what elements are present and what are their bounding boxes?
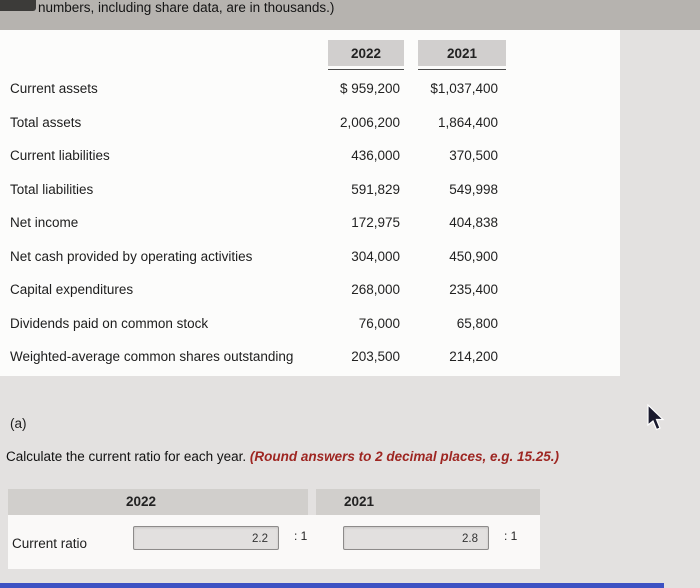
row-label: Capital expenditures xyxy=(10,282,134,298)
header-underline-2021 xyxy=(418,69,506,70)
header-underline-2022 xyxy=(328,69,404,70)
column-header-2022: 2022 xyxy=(328,40,404,66)
ratio-suffix-2021: : 1 xyxy=(504,529,518,543)
answer-header-2021-label: 2021 xyxy=(344,494,375,509)
value-2022: 172,975 xyxy=(351,215,400,231)
table-row: Net cash provided by operating activitie… xyxy=(0,240,620,274)
table-row: Current liabilities 436,000 370,500 xyxy=(0,139,620,173)
value-2022: 268,000 xyxy=(351,282,400,298)
financial-table-rows: Current assets $ 959,200 $1,037,400 Tota… xyxy=(0,72,620,374)
part-a-label: (a) xyxy=(10,416,27,431)
table-row: Total assets 2,006,200 1,864,400 xyxy=(0,106,620,140)
current-ratio-2021-input[interactable] xyxy=(343,526,489,550)
value-2022: 591,829 xyxy=(351,181,400,197)
value-2021: 214,200 xyxy=(449,349,498,365)
row-label: Current liabilities xyxy=(10,148,110,164)
answer-header-2022: 2022 xyxy=(8,489,308,515)
value-2021: $1,037,400 xyxy=(430,81,498,97)
financial-data-panel: 2022 2021 Current assets $ 959,200 $1,03… xyxy=(0,30,620,376)
value-2021: 549,998 xyxy=(449,181,498,197)
row-label: Net cash provided by operating activitie… xyxy=(10,248,253,264)
current-ratio-2022-input[interactable] xyxy=(133,526,279,550)
mouse-cursor-icon xyxy=(647,404,665,431)
value-2021: 450,900 xyxy=(449,248,498,264)
row-label: Weighted-average common shares outstandi… xyxy=(10,349,294,365)
row-label: Dividends paid on common stock xyxy=(10,315,209,331)
row-label: Total assets xyxy=(10,114,82,130)
row-label: Net income xyxy=(10,215,79,231)
value-2021: 404,838 xyxy=(449,215,498,231)
value-2022: 2,006,200 xyxy=(339,114,400,130)
units-note: numbers, including share data, are in th… xyxy=(38,0,335,15)
ratio-suffix-2022: : 1 xyxy=(294,529,308,543)
value-2022: $ 959,200 xyxy=(339,81,400,97)
bottom-accent-bar xyxy=(0,583,664,588)
value-2022: 203,500 xyxy=(351,349,400,365)
value-2021: 235,400 xyxy=(449,282,498,298)
value-2022: 304,000 xyxy=(351,248,400,264)
table-row: Net income 172,975 404,838 xyxy=(0,206,620,240)
rounding-instruction: (Round answers to 2 decimal places, e.g.… xyxy=(249,449,559,464)
top-clipped-strip: numbers, including share data, are in th… xyxy=(0,0,700,30)
question-main: Calculate the current ratio for each yea… xyxy=(6,449,250,464)
column-header-2021: 2021 xyxy=(418,40,506,66)
question-text: Calculate the current ratio for each yea… xyxy=(6,449,559,464)
value-2022: 76,000 xyxy=(358,315,400,331)
clipped-text-fragment xyxy=(0,0,36,11)
table-row: Weighted-average common shares outstandi… xyxy=(0,340,620,374)
row-label: Current assets xyxy=(10,81,98,97)
value-2021: 1,864,400 xyxy=(437,114,498,130)
table-row: Total liabilities 591,829 549,998 xyxy=(0,173,620,207)
value-2021: 370,500 xyxy=(449,148,498,164)
table-row: Dividends paid on common stock 76,000 65… xyxy=(0,307,620,341)
answer-header-2021: 2021 xyxy=(316,489,540,515)
table-row: Current assets $ 959,200 $1,037,400 xyxy=(0,72,620,106)
value-2022: 436,000 xyxy=(351,148,400,164)
answer-header-2022-label: 2022 xyxy=(126,494,157,509)
value-2021: 65,800 xyxy=(456,315,498,331)
row-label: Total liabilities xyxy=(10,181,94,197)
current-ratio-row-label: Current ratio xyxy=(12,536,88,551)
table-row: Capital expenditures 268,000 235,400 xyxy=(0,273,620,307)
